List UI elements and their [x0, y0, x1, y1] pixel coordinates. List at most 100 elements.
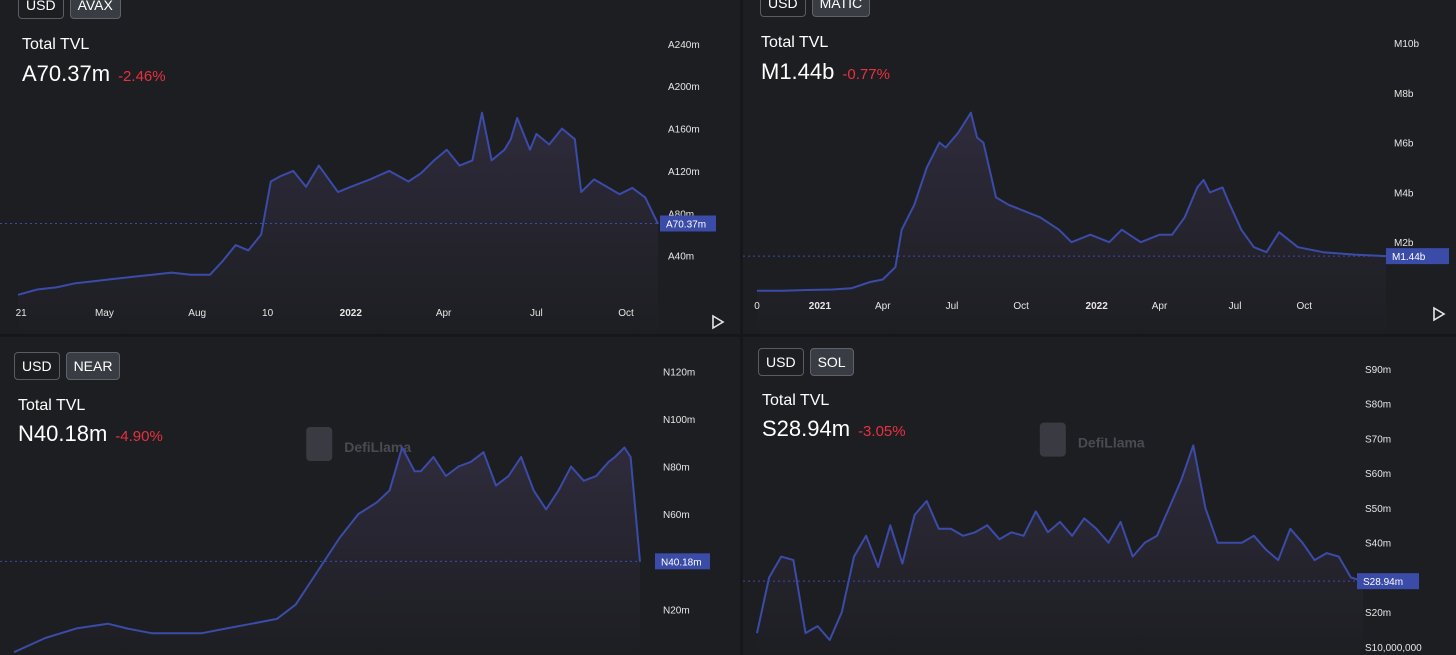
sol-tvl-chart: DefiLlama S10,000,000 S20m S40m S50m S60m S70m… [743, 365, 1422, 655]
y-tick-label: A200m [668, 82, 700, 93]
tvl-line [17, 111, 659, 296]
price-tag-box [660, 215, 716, 232]
avax-button[interactable]: AVAX [69, 0, 121, 19]
y-tick-label: S50m [1365, 504, 1391, 515]
y-tick-label: N20m [663, 605, 690, 616]
tvl-amount: N40.18m [18, 421, 108, 446]
y-tick-label: N80m [663, 463, 690, 474]
usd-button[interactable]: USD [14, 352, 60, 380]
y-tick-label: S60m [1365, 469, 1391, 480]
y-tick-label: S90m [1365, 365, 1391, 376]
x-tick-label: Oct [1296, 301, 1312, 312]
price-tag-text: A70.37m [666, 219, 706, 230]
near-tvl-chart: DefiLlamaN20mN40mN60mN80mN100mN120mN40.1… [0, 367, 710, 655]
current-value-tag: M1.44b [1386, 248, 1449, 265]
tvl-area [757, 112, 1386, 334]
x-tick-label: Oct [618, 308, 634, 319]
y-tick-label: M6b [1394, 139, 1414, 150]
x-tick-label: 0 [754, 301, 760, 312]
y-tick-label: S20m [1365, 608, 1391, 619]
defillama-watermark: DefiLlama [1039, 422, 1145, 457]
sol-tvl-panel: USD SOL Total TVL S28.94m -3.05% DefiLlam… [743, 337, 1456, 655]
play-icon[interactable] [1433, 306, 1446, 322]
x-tick-label: Jul [530, 308, 543, 319]
price-tag-box [1357, 573, 1419, 590]
tvl-area [14, 447, 640, 655]
tvl-value: N40.18m -4.90% [18, 421, 163, 447]
y-tick-label: A160m [668, 125, 700, 136]
y-tick-label: M8b [1394, 89, 1414, 100]
watermark-text: DefiLlama [344, 439, 411, 455]
x-tick-label: Aug [188, 308, 206, 319]
y-tick-label: M2b [1394, 238, 1414, 249]
tvl-value: M1.44b -0.77% [761, 59, 890, 85]
currency-toggle: USD SOL [758, 348, 854, 376]
usd-button[interactable]: USD [18, 0, 64, 19]
y-tick-label: M10b [1394, 39, 1419, 50]
play-icon[interactable] [712, 314, 725, 330]
tvl-amount: M1.44b [761, 59, 835, 84]
total-tvl-label: Total TVL [22, 36, 90, 53]
usd-button[interactable]: USD [760, 0, 806, 17]
x-tick-label: May [95, 308, 114, 319]
price-tag-box [655, 553, 710, 570]
tvl-line [756, 444, 1364, 641]
tvl-line [13, 446, 641, 654]
y-tick-label: N120m [663, 367, 695, 378]
total-tvl-label: Total TVL [18, 397, 86, 414]
y-tick-label: S10,000,000 [1365, 643, 1422, 654]
x-tick-label: Apr [436, 308, 452, 319]
matic-tvl-chart: DefiLlamaM2bM4bM6bM8bM10bM1.44b02021AprJ… [743, 39, 1449, 334]
current-value-tag: S28.94m [1357, 573, 1419, 590]
currency-toggle: USD AVAX [18, 0, 121, 19]
currency-toggle: USD MATIC [760, 0, 871, 17]
x-tick-label: 2021 [809, 301, 832, 312]
x-tick-label: Apr [1152, 301, 1168, 312]
tvl-value: S28.94m -3.05% [762, 416, 906, 442]
horizontal-divider [0, 334, 1456, 337]
tvl-change: -0.77% [842, 66, 890, 83]
y-tick-label: S40m [1365, 539, 1391, 550]
tvl-value: A70.37m -2.46% [22, 61, 166, 87]
price-tag-box [1386, 248, 1449, 265]
matic-tvl-panel: USD MATIC Total TVL M1.44b-0.77% DefiLla… [743, 0, 1456, 334]
y-tick-label: A80m [668, 209, 694, 220]
llama-logo-icon [306, 427, 333, 461]
tvl-amount: S28.94m [762, 416, 851, 441]
current-value-tag: A70.37m [660, 215, 716, 232]
currency-toggle: USD NEAR [14, 352, 121, 380]
x-tick-label: 21 [16, 308, 28, 319]
near-button[interactable]: NEAR [65, 352, 121, 380]
tvl-change: -2.46% [118, 68, 166, 85]
watermark-text: DefiLlama [1078, 435, 1145, 451]
tvl-area [757, 445, 1363, 655]
y-tick-label: S80m [1365, 400, 1391, 411]
tvl-area [18, 112, 658, 334]
near-tvl-panel: USD NEAR Total TVL N40.18m -4.90% DefiLla… [0, 337, 740, 655]
x-tick-label: Oct [1013, 301, 1029, 312]
usd-button[interactable]: USD [758, 348, 804, 376]
avax-tvl-chart: DefiLlamaA40mA80mA120mA160mA200mA240mA70… [0, 40, 725, 334]
x-tick-label: Jul [1229, 301, 1242, 312]
x-tick-label: Jul [946, 301, 959, 312]
sol-button[interactable]: SOL [809, 348, 854, 376]
llama-logo-icon [1039, 422, 1066, 457]
y-tick-label: A120m [668, 167, 700, 178]
total-tvl-label: Total TVL [761, 34, 829, 51]
x-tick-label: 10 [262, 308, 274, 319]
y-tick-label: M4b [1394, 188, 1414, 199]
price-tag-text: N40.18m [661, 557, 702, 568]
tvl-amount: A70.37m [22, 61, 111, 86]
y-tick-label: N60m [663, 510, 690, 521]
price-tag-text: S28.94m [1363, 577, 1403, 588]
x-tick-label: 2022 [340, 308, 363, 319]
y-tick-label: S70m [1365, 434, 1391, 445]
current-value-tag: N40.18m [655, 553, 710, 570]
tvl-line [757, 111, 1387, 292]
x-tick-label: Apr [875, 301, 891, 312]
x-tick-label: 2022 [1086, 301, 1109, 312]
matic-button[interactable]: MATIC [811, 0, 871, 17]
y-tick-label: A40m [668, 252, 694, 263]
avax-tvl-panel: USD AVAX Total TVL A70.37m-2.46% DefiLla… [0, 0, 740, 334]
y-tick-label: N100m [663, 415, 695, 426]
